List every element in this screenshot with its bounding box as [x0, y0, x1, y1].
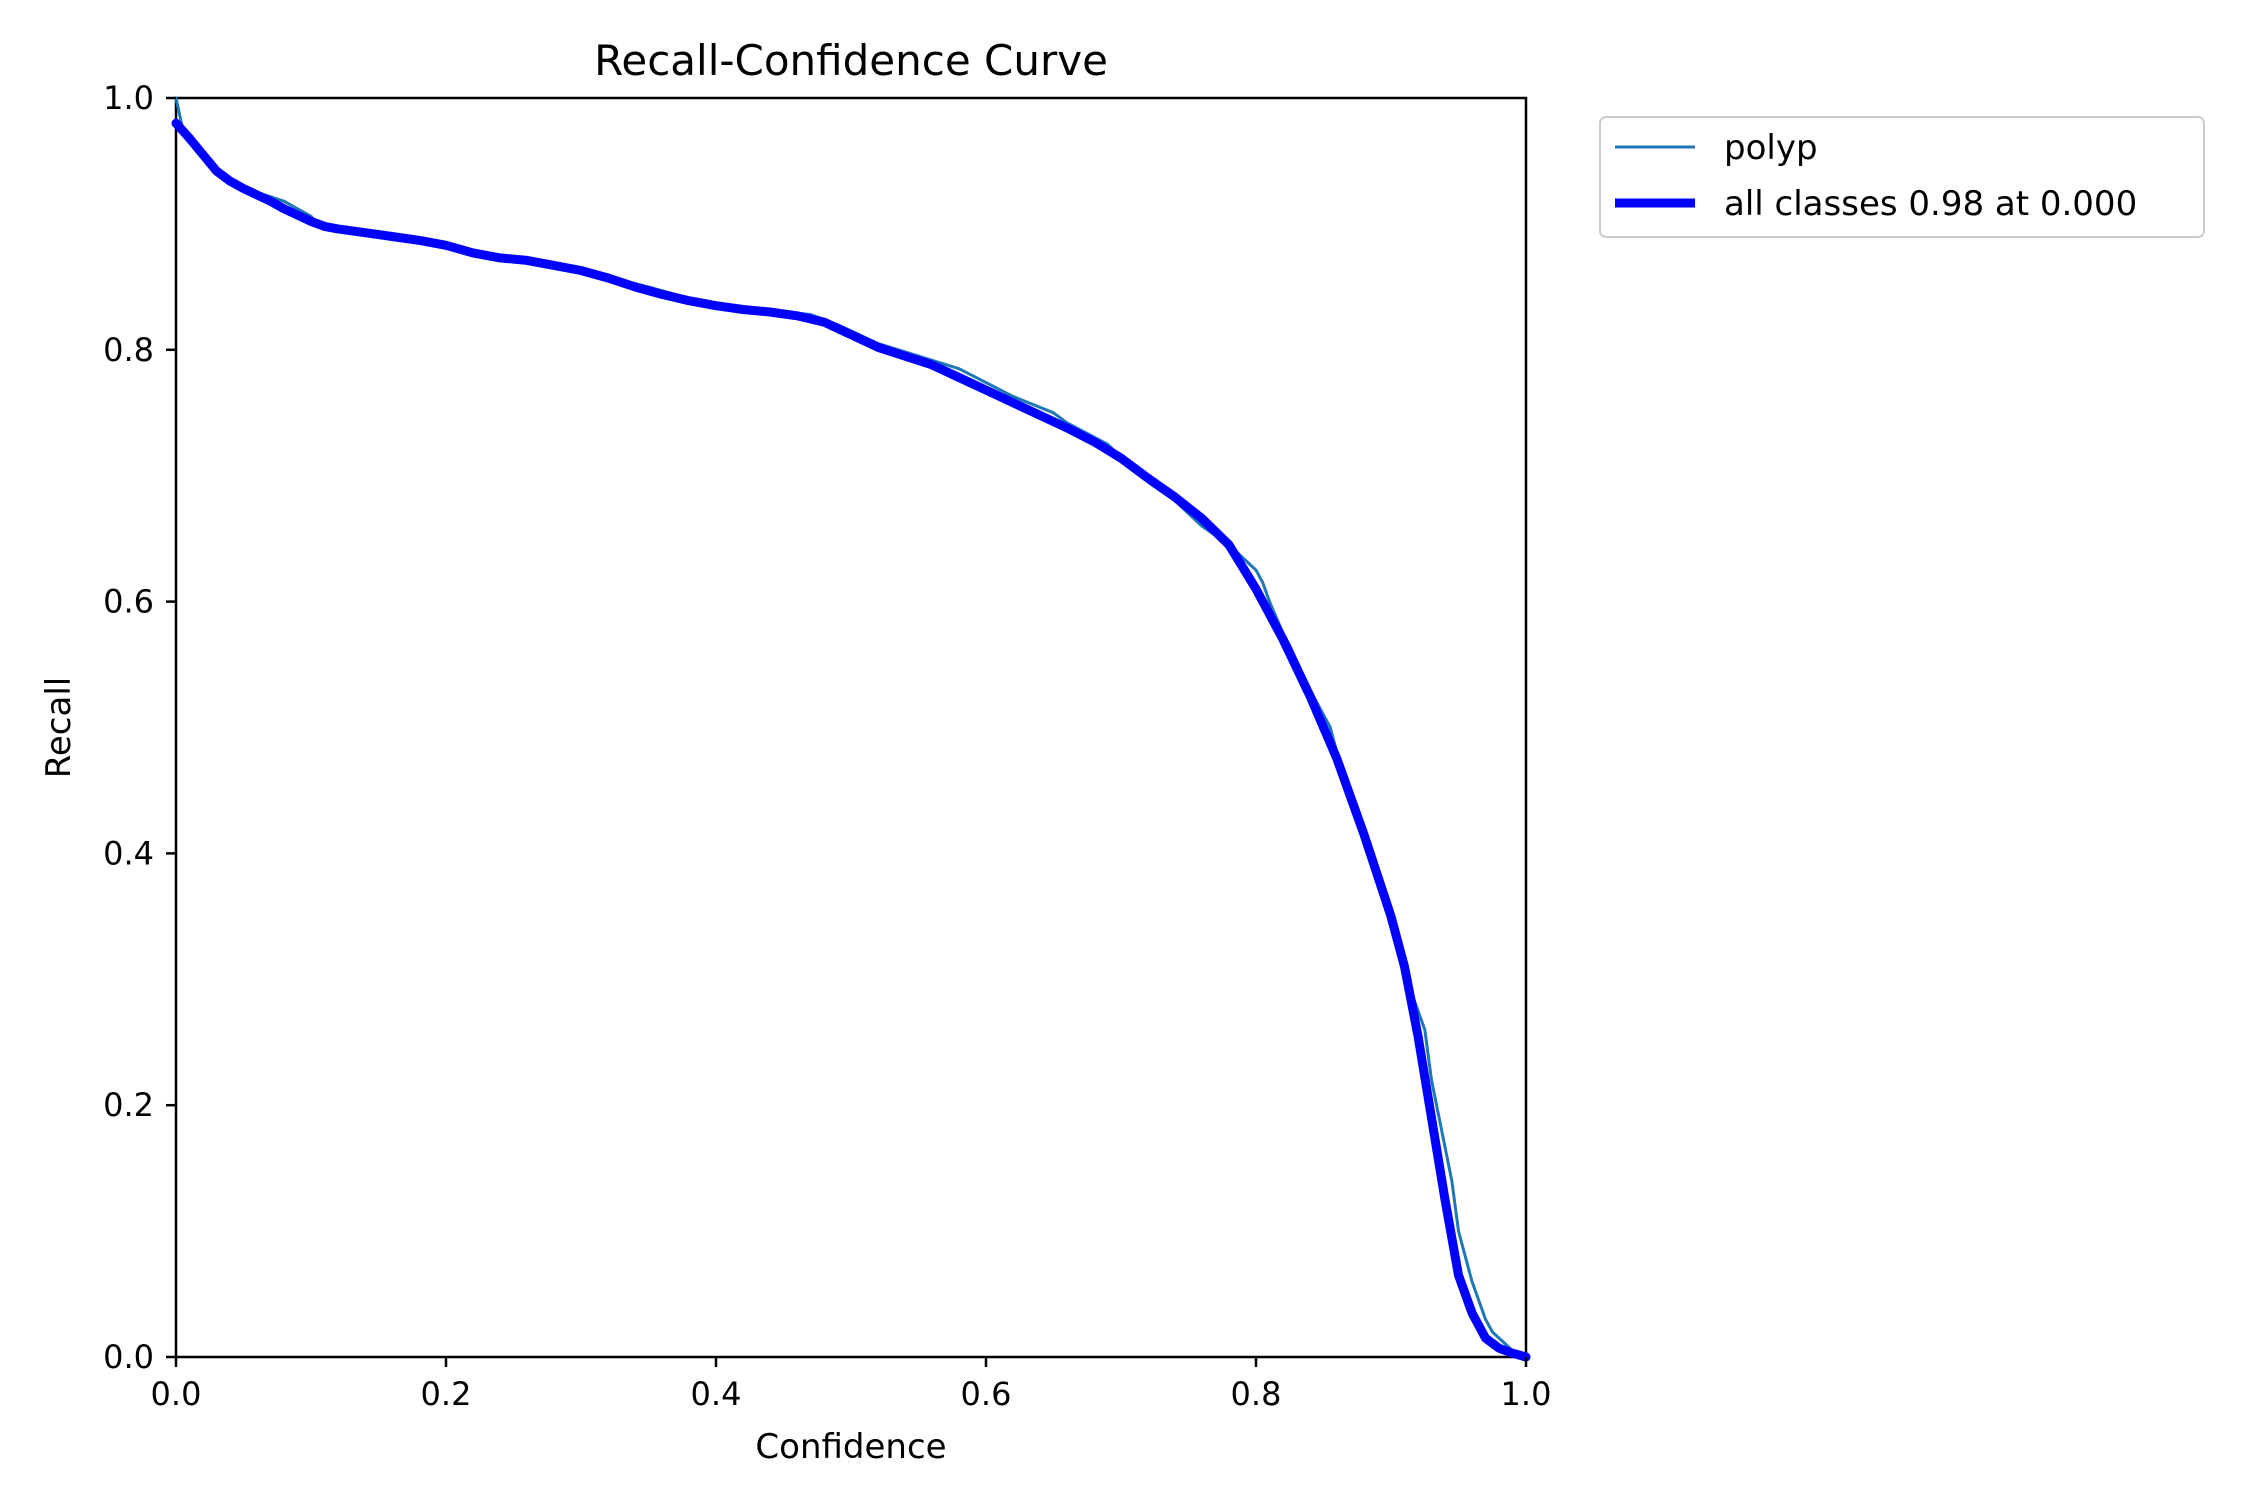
- x-tick-label: 0.6: [961, 1375, 1012, 1413]
- series-line-all-classes: [171, 118, 1531, 1362]
- chart-title: Recall-Confidence Curve: [594, 36, 1108, 85]
- legend-box: [1599, 116, 2205, 238]
- y-tick-label: 0.4: [103, 834, 154, 872]
- plot-area-frame: [174, 96, 1528, 1359]
- x-axis-ticks: 0.0 0.2 0.4 0.6 0.8 1.0: [151, 1357, 1552, 1413]
- y-tick-label: 1.0: [103, 79, 154, 117]
- x-tick-label: 0.0: [151, 1375, 202, 1413]
- series-layer: [171, 96, 1531, 1362]
- y-axis-label: Recall: [39, 677, 79, 778]
- y-tick-label: 0.8: [103, 331, 154, 369]
- x-tick-label: 0.8: [1231, 1375, 1282, 1413]
- x-tick-label: 0.4: [691, 1375, 742, 1413]
- legend-label-polyp: polyp: [1724, 128, 1818, 168]
- y-tick-label: 0.2: [103, 1086, 154, 1124]
- y-tick-label: 0.6: [103, 583, 154, 621]
- x-tick-label: 1.0: [1501, 1375, 1552, 1413]
- legend: polyp all classes 0.98 at 0.000: [1599, 116, 2205, 238]
- legend-label-all-classes: all classes 0.98 at 0.000: [1724, 184, 2137, 224]
- y-axis-ticks: 0.0 0.2 0.4 0.6 0.8 1.0: [103, 79, 176, 1376]
- x-axis-label: Confidence: [755, 1427, 946, 1467]
- x-tick-label: 0.2: [421, 1375, 472, 1413]
- y-tick-label: 0.0: [103, 1338, 154, 1376]
